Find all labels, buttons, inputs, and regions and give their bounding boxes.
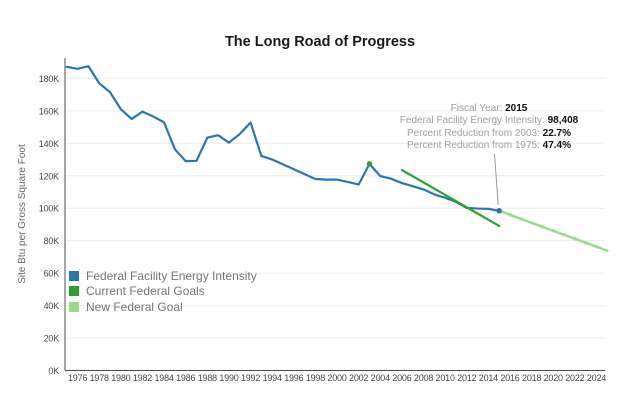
legend-item-new-federal-goal[interactable]: New Federal Goal <box>69 299 257 315</box>
y-tick-label: 180K <box>39 74 59 84</box>
tooltip-line-reduction-1975: Percent Reduction from 1975: 47.4% <box>407 139 571 151</box>
chart-legend: Federal Facility Energy Intensity Curren… <box>69 268 257 315</box>
chart-title: The Long Road of Progress <box>224 34 416 50</box>
energy-intensity-2015-point[interactable] <box>496 208 503 214</box>
x-tick-label: 1980 <box>111 373 130 383</box>
legend-label: Federal Facility Energy Intensity <box>86 268 257 283</box>
series-line-current-federal-goals[interactable] <box>400 168 501 228</box>
goal-baseline-point-2003[interactable] <box>366 161 373 167</box>
new-goal-year-dot <box>594 245 599 249</box>
new-goal-year-dot <box>529 221 534 225</box>
y-tick-label: 40K <box>44 301 60 311</box>
x-tick-label: 1996 <box>284 373 303 383</box>
x-tick-label: 2004 <box>371 373 390 383</box>
x-tick-label: 2020 <box>544 373 563 383</box>
x-tick-label: 2014 <box>479 373 498 383</box>
legend-item-federal-facility-energy-intensity[interactable]: Federal Facility Energy Intensity <box>69 268 257 284</box>
x-tick-label: 2000 <box>327 373 346 383</box>
tooltip-connector-line <box>494 153 499 205</box>
new-goal-year-dot <box>508 213 512 217</box>
x-tick-label: 1984 <box>154 373 173 383</box>
y-tick-label: 20K <box>44 334 60 344</box>
y-tick-label: 120K <box>39 171 59 181</box>
x-tick-label: 1978 <box>90 373 109 383</box>
y-tick-label: 60K <box>44 269 60 279</box>
new-goal-year-dot <box>540 225 545 229</box>
legend-label: New Federal Goal <box>86 299 183 314</box>
x-tick-label: 2006 <box>392 373 411 383</box>
legend-swatch-light-green <box>69 301 79 312</box>
y-tick-label: 100K <box>39 204 59 214</box>
new-goal-year-dot <box>562 233 566 237</box>
x-tick-label: 2018 <box>522 373 541 383</box>
y-tick-label: 140K <box>39 139 59 149</box>
legend-label: Current Federal Goals <box>86 284 205 299</box>
x-tick-label: 2012 <box>457 373 476 383</box>
legend-swatch-dark-green <box>69 286 79 297</box>
legend-swatch-blue <box>69 270 79 281</box>
tooltip-annotation: Fiscal Year: 2015 Federal Facility Energ… <box>329 103 640 152</box>
tooltip-line-reduction-2003: Percent Reduction from 2003: 22.7% <box>407 127 571 139</box>
x-tick-label: 1994 <box>263 373 282 383</box>
x-tick-label: 1998 <box>306 373 325 383</box>
y-tick-label: 160K <box>39 106 59 116</box>
new-goal-year-dot <box>551 229 555 233</box>
new-goal-year-dot <box>573 237 577 241</box>
x-tick-label: 2022 <box>565 373 584 383</box>
tooltip-line-fiscal-year: Fiscal Year: 2015 <box>450 103 528 114</box>
y-axis-title: Site Btu per Gross Square Foot <box>17 144 28 284</box>
x-tick-label: 1976 <box>68 373 87 383</box>
x-tick-label: 2016 <box>500 373 519 383</box>
x-tick-label: 1982 <box>133 373 152 383</box>
x-tick-label: 2008 <box>414 373 433 383</box>
x-tick-label: 1992 <box>241 373 260 383</box>
x-tick-label: 1990 <box>219 373 238 383</box>
tooltip-line-energy-intensity: Federal Facility Energy Intensity: 98,40… <box>399 115 579 127</box>
x-tick-label: 2010 <box>436 373 455 383</box>
x-tick-label: 1986 <box>176 373 195 383</box>
x-tick-label: 1988 <box>198 373 217 383</box>
x-tick-label: 2002 <box>349 373 368 383</box>
y-tick-label: 0K <box>48 366 59 376</box>
y-tick-label: 80K <box>44 236 60 246</box>
new-goal-year-dot <box>519 217 523 221</box>
legend-item-current-federal-goals[interactable]: Current Federal Goals <box>69 284 257 300</box>
series-line-federal-facility-energy-intensity[interactable] <box>65 65 501 212</box>
x-tick-label: 2024 <box>587 373 606 383</box>
new-goal-year-dot <box>583 241 588 245</box>
